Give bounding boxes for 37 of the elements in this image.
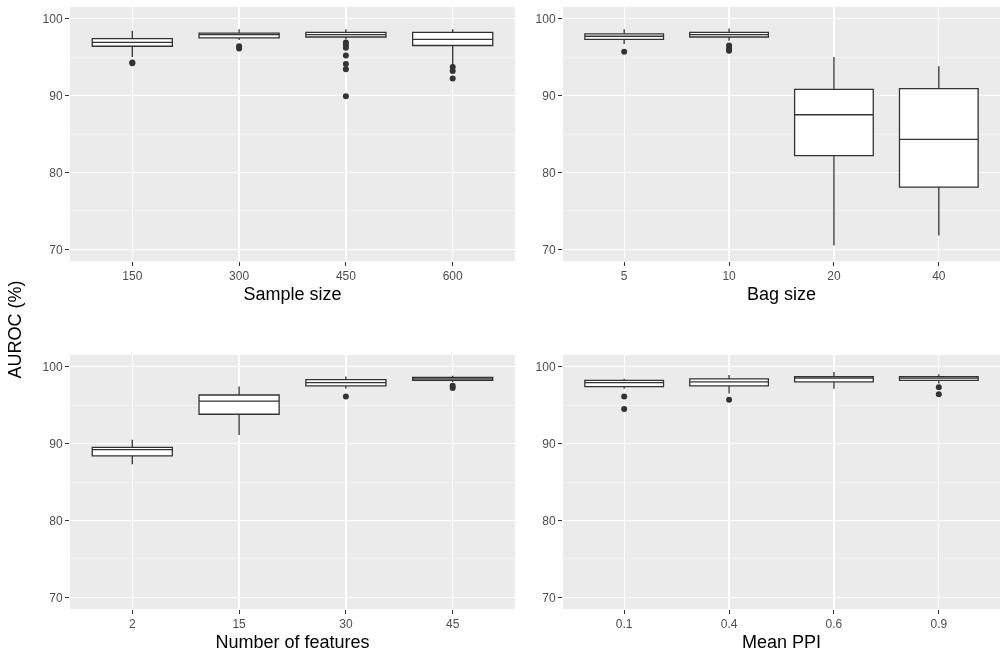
- x-tick-label: 300: [229, 269, 250, 284]
- y-tick-label: 80: [542, 165, 556, 180]
- x-tick-label: 2: [128, 617, 136, 632]
- y-tick-label: 100: [535, 359, 556, 374]
- y-tick-label: 90: [542, 436, 556, 451]
- y-tick-label: 90: [49, 436, 63, 451]
- y-tick-label: 100: [42, 359, 63, 374]
- y-tick-label: 80: [49, 513, 63, 528]
- x-tick-label: 0.6: [825, 617, 843, 632]
- y-tick-label: 80: [49, 165, 63, 180]
- y-tick-label: 80: [542, 513, 556, 528]
- x-tick-label: 600: [442, 269, 464, 284]
- x-axis-title: Bag size: [746, 283, 817, 304]
- y-tick-label: 70: [542, 590, 556, 605]
- y-tick-label: 70: [542, 242, 556, 257]
- y-tick-label: 70: [49, 242, 63, 257]
- y-tick-label: 100: [535, 11, 556, 26]
- x-tick-label: 150: [122, 269, 143, 284]
- x-tick-label: 0.9: [930, 617, 948, 632]
- x-tick-label: 5: [620, 269, 628, 284]
- y-tick-label: 100: [42, 11, 63, 26]
- x-tick-label: 10: [722, 269, 737, 284]
- x-tick-label: 30: [339, 617, 353, 632]
- y-tick-label: 90: [542, 88, 556, 103]
- x-tick-label: 20: [827, 269, 841, 284]
- y-tick-label: 90: [49, 88, 63, 103]
- x-tick-label: 40: [932, 269, 946, 284]
- x-tick-label: 450: [335, 269, 357, 284]
- x-tick-label: 45: [446, 617, 460, 632]
- x-tick-label: 15: [232, 617, 247, 632]
- y-tick-label: 70: [49, 590, 63, 605]
- x-axis-title: Mean PPI: [741, 631, 822, 652]
- x-axis-title: Number of features: [215, 631, 370, 652]
- x-tick-label: 0.1: [615, 617, 633, 632]
- x-tick-label: 0.4: [720, 617, 738, 632]
- x-axis-title: Sample size: [243, 283, 342, 304]
- y-axis-title: AUROC (%): [4, 280, 26, 379]
